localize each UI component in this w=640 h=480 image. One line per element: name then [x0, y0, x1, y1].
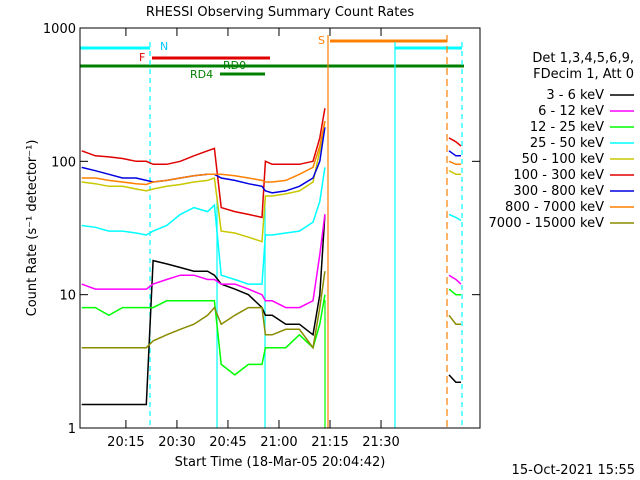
x-tick-label: 20:30: [158, 435, 195, 450]
legend-label: 50 - 100 keV: [522, 152, 605, 167]
legend-label: 100 - 300 keV: [513, 168, 604, 183]
plot-frame: [79, 27, 481, 429]
legend-title: FDecim 1, Att 0: [533, 67, 634, 82]
series-line: [81, 288, 461, 376]
legend-label: 800 - 7000 keV: [505, 200, 604, 215]
y-tick-label: 100: [51, 155, 76, 170]
footer: 15-Oct-2021 15:55: [512, 463, 635, 478]
y-tick-label: 1: [68, 422, 76, 437]
x-tick-label: 20:45: [209, 435, 246, 450]
chart-title: RHESSI Observing Summary Count Rates: [146, 5, 415, 20]
annotation: F: [139, 51, 145, 64]
x-axis-label: Start Time (18-Mar-05 20:04:42): [175, 455, 386, 470]
annotation: RD4: [190, 68, 213, 81]
legend-label: 3 - 6 keV: [546, 88, 604, 103]
legend-label: 25 - 50 keV: [530, 136, 604, 151]
series-line: [81, 271, 461, 350]
x-tick-label: 20:15: [107, 435, 144, 450]
series-line: [81, 121, 461, 243]
series-line: [81, 121, 461, 186]
y-tick-label: 1000: [43, 22, 76, 37]
x-tick-label: 21:15: [311, 435, 348, 450]
legend-title: Det 1,3,4,5,6,9,: [532, 51, 634, 66]
series-line: [81, 108, 462, 219]
y-axis-label: Count Rate (s⁻¹ detector⁻¹): [25, 140, 40, 317]
y-tick-label: 10: [59, 289, 76, 304]
series-line: [81, 214, 462, 309]
annotation: RD0: [223, 59, 246, 72]
flags: [80, 39, 464, 76]
x-tick-label: 21:00: [260, 435, 297, 450]
annotation: S: [318, 34, 325, 47]
series-line: [81, 167, 462, 285]
legend-label: 6 - 12 keV: [538, 104, 604, 119]
legend-label: 7000 - 15000 keV: [489, 216, 605, 231]
annotation: N: [160, 40, 168, 53]
legend-label: 300 - 800 keV: [513, 184, 604, 199]
x-tick-label: 21:30: [362, 435, 399, 450]
series-line: [81, 214, 461, 406]
legend-label: 12 - 25 keV: [530, 120, 604, 135]
